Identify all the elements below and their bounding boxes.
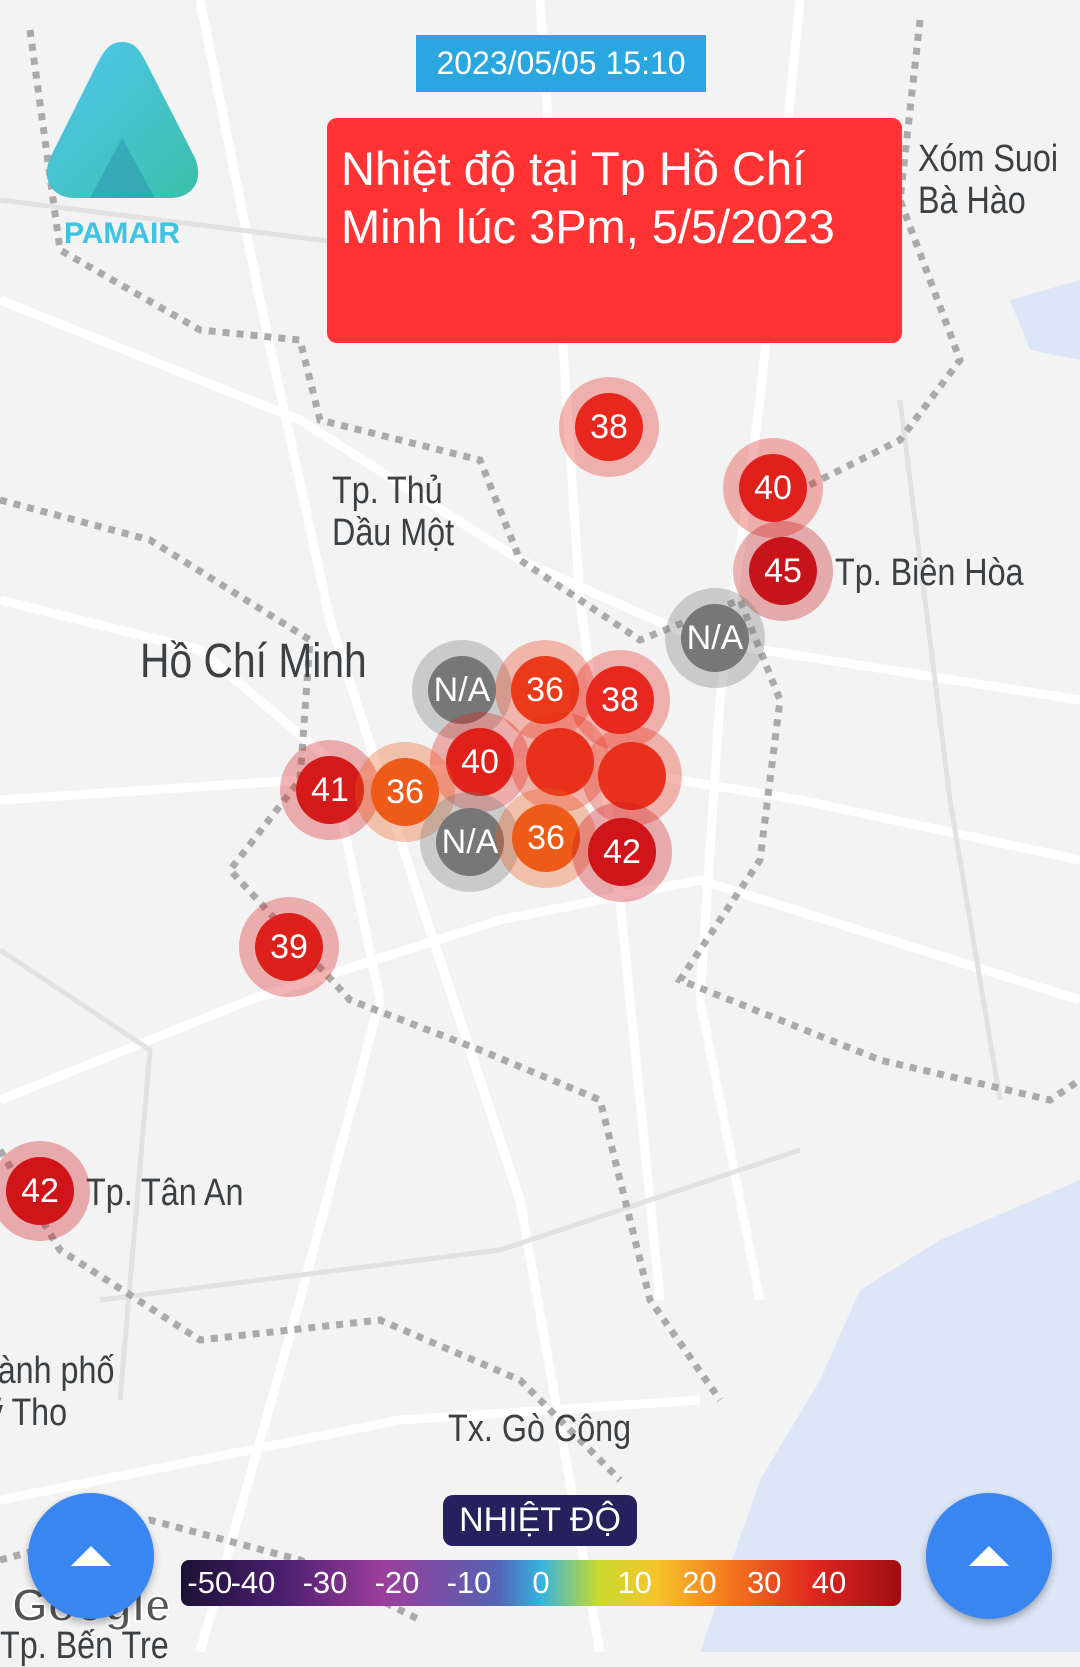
station-marker[interactable]: 36: [496, 788, 596, 888]
station-value: 45: [749, 537, 817, 605]
scale-tick-label: 30: [746, 1565, 782, 1600]
chevron-up-icon: [71, 1546, 111, 1566]
station-marker[interactable]: 39: [239, 897, 339, 997]
pamair-logo: PAMAIR: [40, 38, 205, 258]
scale-tick-label: -20: [374, 1565, 420, 1600]
svg-text:PAMAIR: PAMAIR: [64, 217, 180, 250]
scale-tick-label: -30: [302, 1565, 348, 1600]
scale-tick-label: 0: [532, 1565, 550, 1600]
station-value: 40: [739, 454, 807, 522]
station-value: 42: [588, 818, 656, 886]
station-value: 38: [575, 393, 643, 461]
station-value: 38: [586, 666, 654, 734]
station-marker[interactable]: 38: [570, 650, 670, 750]
place-label: Tx. Gò Công: [448, 1408, 632, 1450]
place-label: Tp. Biên Hòa: [835, 552, 1024, 594]
station-value: 42: [6, 1157, 74, 1225]
station-marker[interactable]: 36: [355, 742, 455, 842]
station-marker[interactable]: 41: [280, 740, 380, 840]
left-expand-button[interactable]: [28, 1493, 154, 1619]
station-marker[interactable]: N/A: [420, 792, 520, 892]
station-marker[interactable]: 40: [723, 438, 823, 538]
right-expand-button[interactable]: [926, 1493, 1052, 1619]
title-banner: Nhiệt độ tại Tp Hồ Chí Minh lúc 3Pm, 5/5…: [327, 118, 902, 343]
station-value: 40: [446, 728, 514, 796]
station-marker[interactable]: [510, 712, 610, 812]
station-value: [598, 742, 666, 810]
station-value: N/A: [681, 604, 749, 672]
station-marker[interactable]: N/A: [412, 640, 512, 740]
station-value: [526, 728, 594, 796]
temperature-color-scale: -50 -40 -30 -20 -10 0 10 20 30 40: [181, 1560, 901, 1606]
place-label: Xóm Suoi Bà Hào: [918, 138, 1059, 222]
scale-tick-label: 20: [682, 1565, 717, 1600]
scale-tick-label: -50: [187, 1565, 233, 1600]
legend-title: NHIỆT ĐỘ: [443, 1495, 637, 1546]
station-value: 36: [371, 758, 439, 826]
chevron-up-icon: [969, 1546, 1009, 1566]
station-value: 39: [255, 913, 323, 981]
station-marker[interactable]: 36: [495, 640, 595, 740]
station-marker[interactable]: [582, 726, 682, 826]
place-label: Thành phố Mỹ Tho: [0, 1350, 115, 1434]
station-marker[interactable]: N/A: [665, 588, 765, 688]
scale-tick-label: 10: [617, 1565, 652, 1600]
station-marker[interactable]: 42: [0, 1141, 90, 1241]
place-label: Tp. Tân An: [86, 1172, 244, 1214]
station-value: 41: [296, 756, 364, 824]
place-label: Hồ Chí Minh: [140, 635, 367, 688]
station-value: N/A: [428, 656, 496, 724]
timestamp-badge: 2023/05/05 15:10: [416, 35, 706, 92]
place-label: Tp. Thủ Dầu Một: [332, 470, 455, 554]
scale-tick-label: -10: [446, 1565, 492, 1600]
scale-tick-label: -40: [230, 1565, 276, 1600]
station-marker[interactable]: 40: [430, 712, 530, 812]
station-value: 36: [512, 804, 580, 872]
station-marker[interactable]: 42: [572, 802, 672, 902]
scale-tick-label: 40: [811, 1565, 847, 1600]
station-value: 36: [511, 656, 579, 724]
station-value: N/A: [436, 808, 504, 876]
station-marker[interactable]: 45: [733, 521, 833, 621]
station-marker[interactable]: 38: [559, 377, 659, 477]
